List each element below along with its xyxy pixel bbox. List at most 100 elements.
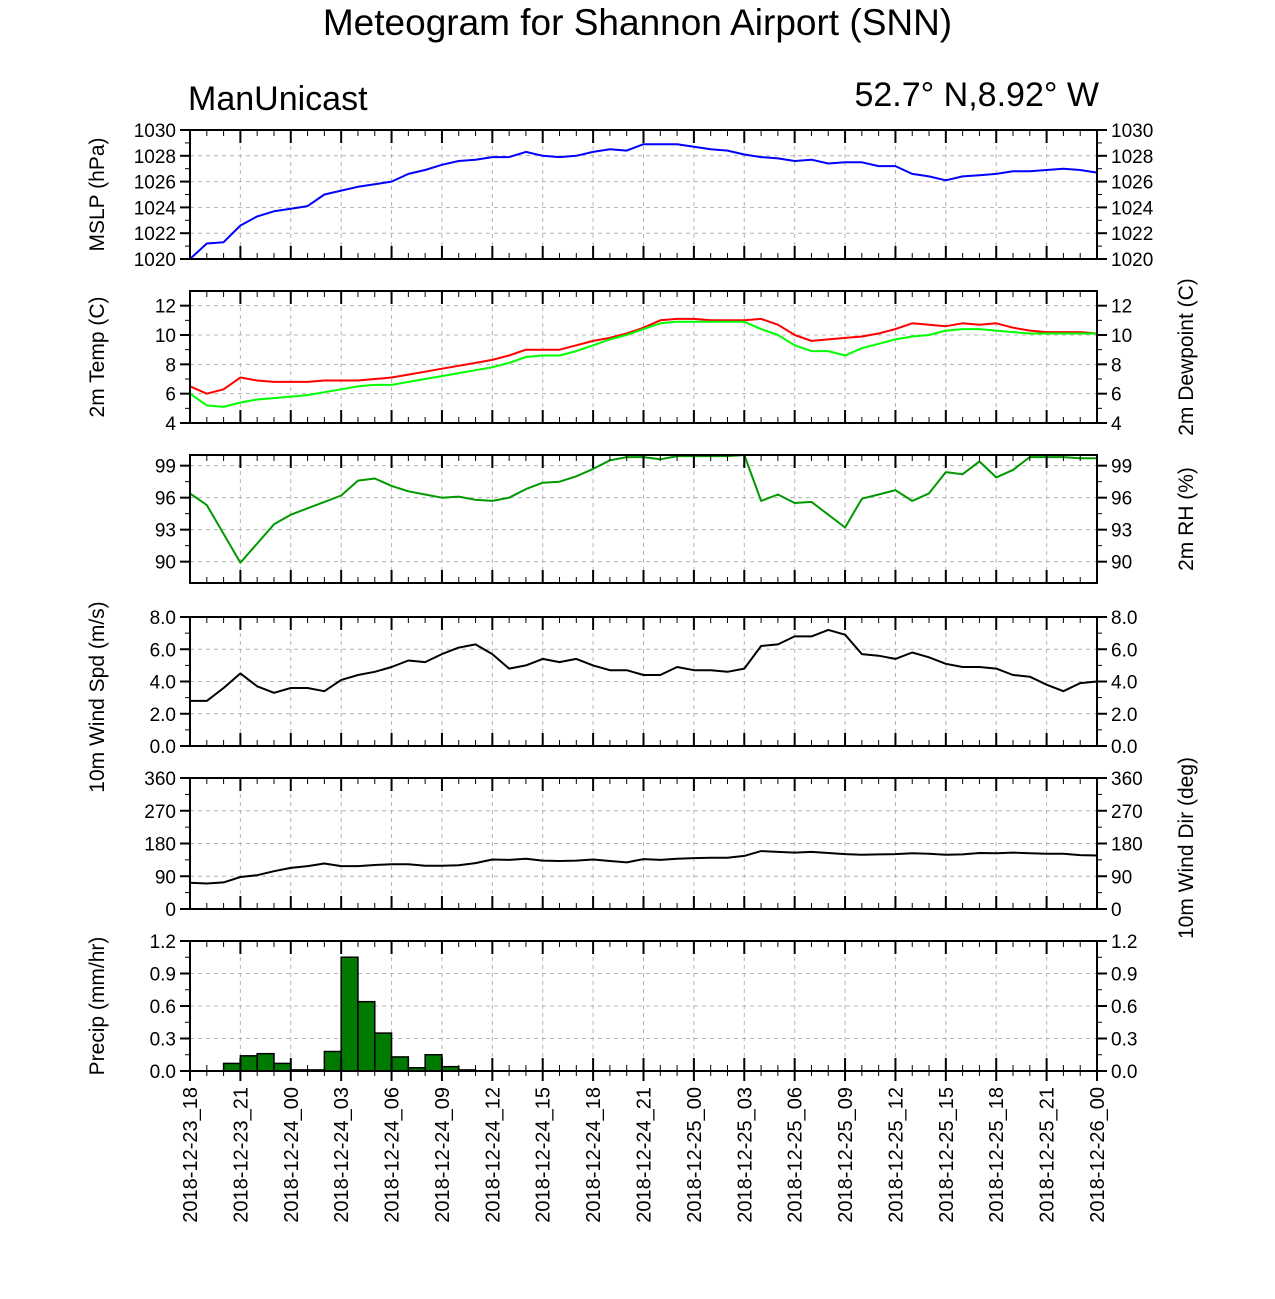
y-tick-label-left: 6 <box>165 385 176 406</box>
y-tick-label-left: 0.3 <box>150 1030 176 1051</box>
y-tick-label-right: 96 <box>1111 489 1132 510</box>
x-tick-label: 2018-12-24_12 <box>482 1087 504 1223</box>
y-tick-label-left: 1020 <box>134 250 176 271</box>
y-tick-label-right: 6.0 <box>1111 640 1137 661</box>
x-tick-label: 2018-12-23_18 <box>180 1087 202 1223</box>
y-axis-title-left: Precip (mm/hr) <box>86 937 109 1076</box>
y-tick-label-left: 6.0 <box>150 640 176 661</box>
y-tick-label-left: 8.0 <box>150 608 176 629</box>
y-tick-label-left: 180 <box>144 835 176 856</box>
precip-bar <box>424 1054 443 1072</box>
y-tick-label-left: 96 <box>155 489 176 510</box>
y-tick-label-left: 0 <box>165 900 176 921</box>
y-tick-label-right: 12 <box>1111 297 1132 318</box>
precip-bar <box>374 1032 393 1072</box>
y-tick-label-left: 1.2 <box>150 932 176 953</box>
y-tick-label-right: 1026 <box>1111 173 1153 194</box>
y-tick-label-left: 90 <box>155 867 176 888</box>
y-tick-label-right: 0.9 <box>1111 965 1137 986</box>
x-tick-label: 2018-12-24_18 <box>583 1087 605 1223</box>
x-tick-label: 2018-12-25_21 <box>1037 1087 1059 1223</box>
x-tick-label: 2018-12-25_03 <box>734 1087 756 1223</box>
y-tick-label-right: 99 <box>1111 457 1132 478</box>
y-tick-label-right: 360 <box>1111 769 1143 790</box>
panel-rh: 90 90 93 93 96 96 99 99 2m RH (%) <box>155 454 1198 584</box>
precip-bar <box>222 1062 242 1072</box>
y-tick-label-right: 1020 <box>1111 250 1153 271</box>
x-tick-label: 2018-12-25_00 <box>684 1087 706 1223</box>
x-tick-label: 2018-12-24_15 <box>533 1087 555 1223</box>
y-tick-label-right: 90 <box>1111 553 1132 574</box>
y-axis-title-right: 10m Wind Dir (deg) <box>1175 757 1198 939</box>
x-tick-label: 2018-12-24_03 <box>331 1087 353 1223</box>
series-line-wdir-0 <box>189 850 1098 885</box>
y-tick-label-left: 0.0 <box>150 737 176 758</box>
x-tick-label: 2018-12-25_15 <box>936 1087 958 1223</box>
y-tick-label-right: 0.0 <box>1111 737 1137 758</box>
y-axis-title-left: 10m Wind Spd (m/s) <box>86 601 109 792</box>
chart-title: Meteogram for Shannon Airport (SNN) <box>322 2 953 43</box>
y-tick-label-left: 360 <box>144 769 176 790</box>
y-tick-label-left: 93 <box>155 521 176 542</box>
precip-bar <box>239 1055 258 1072</box>
y-tick-label-right: 180 <box>1111 835 1143 856</box>
y-axis-title-left: 2m Temp (C) <box>86 297 109 418</box>
x-tick-label: 2018-12-24_09 <box>432 1087 454 1223</box>
location-label: 52.7° N,8.92° W <box>854 76 1099 114</box>
y-tick-label-right: 8 <box>1111 355 1122 376</box>
precip-bar <box>357 1000 376 1072</box>
y-tick-label-left: 0.6 <box>150 997 176 1018</box>
panel-precip: 0.0 0.0 0.3 0.3 0.6 0.6 0.9 0.9 1.2 1.2 Precip (mm… <box>86 932 1137 1083</box>
y-tick-label-right: 0 <box>1111 900 1122 921</box>
precip-bar <box>256 1052 275 1072</box>
series-line-temp-0 <box>189 317 1098 395</box>
panel-wspd: 0.0 0.0 2.0 2.0 4.0 4.0 6.0 6.0 8.0 8.0 10m Wind S… <box>86 601 1137 792</box>
precip-bar <box>273 1062 292 1072</box>
y-tick-label-right: 90 <box>1111 867 1132 888</box>
y-tick-label-left: 1024 <box>134 198 177 219</box>
x-tick-label: 2018-12-24_21 <box>634 1087 656 1223</box>
y-tick-label-left: 4.0 <box>150 673 176 694</box>
y-tick-label-left: 1022 <box>134 224 176 245</box>
y-tick-label-left: 99 <box>155 457 176 478</box>
y-tick-label-right: 1022 <box>1111 224 1153 245</box>
precip-bar <box>323 1050 342 1072</box>
y-tick-label-left: 8 <box>165 355 176 376</box>
y-tick-label-right: 2.0 <box>1111 705 1137 726</box>
y-tick-label-left: 4 <box>165 414 176 435</box>
y-tick-label-right: 0.3 <box>1111 1030 1137 1051</box>
x-tick-label: 2018-12-23_21 <box>230 1087 252 1223</box>
y-tick-label-left: 1026 <box>134 173 176 194</box>
panel-mslp: 1020 1020 1022 1022 1024 1024 1026 1026 1028 1028… <box>86 121 1154 271</box>
x-tick-label: 2018-12-25_09 <box>835 1087 857 1223</box>
y-tick-label-right: 6 <box>1111 385 1122 406</box>
y-tick-label-right: 1.2 <box>1111 932 1137 953</box>
model-label: ManUnicast <box>188 80 368 118</box>
x-tick-label: 2018-12-26_00 <box>1087 1087 1109 1223</box>
y-tick-label-left: 10 <box>155 326 176 347</box>
y-axis-title-right: 2m RH (%) <box>1175 467 1198 571</box>
y-tick-label-right: 1030 <box>1111 121 1153 142</box>
panel-wdir: 0 0 90 90 180 180 270 270 360 360 10m Wind Dir (de… <box>144 757 1198 939</box>
x-tick-label: 2018-12-24_06 <box>382 1087 404 1223</box>
y-tick-label-right: 1024 <box>1111 198 1154 219</box>
y-tick-label-right: 0.0 <box>1111 1062 1137 1083</box>
y-tick-label-left: 1028 <box>134 147 176 168</box>
series-line-temp-1 <box>189 320 1097 408</box>
y-tick-label-left: 90 <box>155 553 176 574</box>
y-tick-label-right: 8.0 <box>1111 608 1137 629</box>
x-tick-label: 2018-12-25_12 <box>885 1087 907 1223</box>
precip-bar <box>390 1056 410 1072</box>
y-tick-label-left: 2.0 <box>150 705 176 726</box>
series-line-wspd-0 <box>190 628 1098 702</box>
y-tick-label-right: 10 <box>1111 326 1132 347</box>
y-tick-label-left: 0.9 <box>150 965 176 986</box>
series-line-mslp-0 <box>189 143 1098 260</box>
y-tick-label-left: 12 <box>155 297 176 318</box>
y-tick-label-right: 1028 <box>1111 147 1153 168</box>
y-tick-label-right: 270 <box>1111 802 1143 823</box>
y-tick-label-left: 1030 <box>134 121 176 142</box>
y-axis-title-right: 2m Dewpoint (C) <box>1175 278 1198 436</box>
y-tick-label-left: 0.0 <box>150 1062 176 1083</box>
